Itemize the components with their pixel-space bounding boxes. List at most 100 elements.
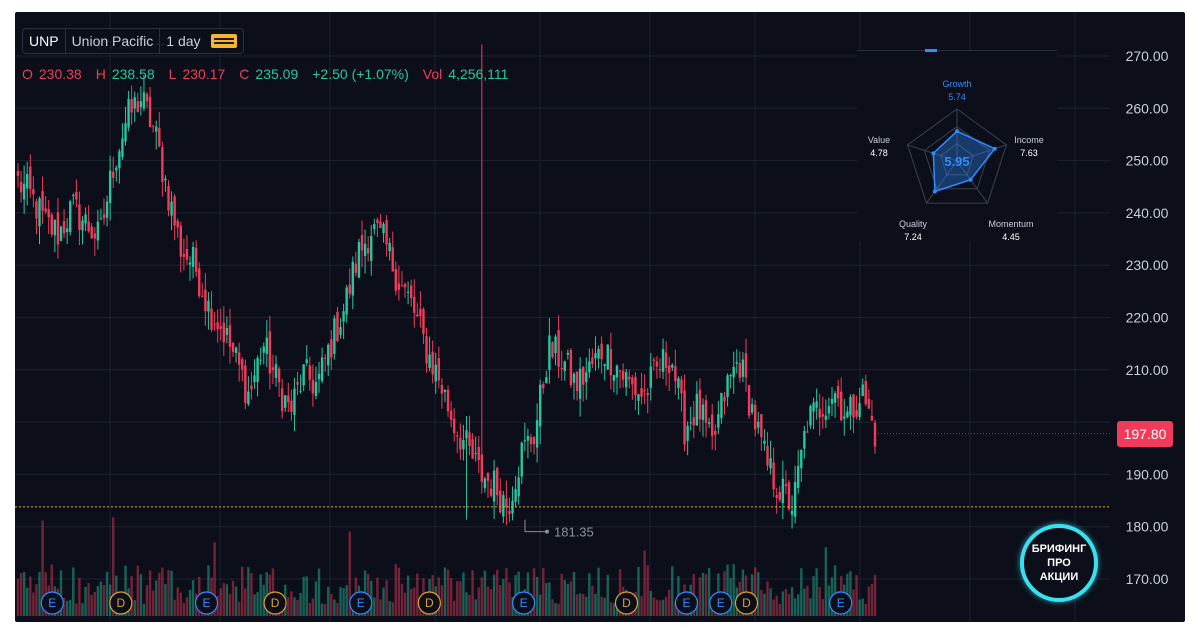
candle-body	[486, 472, 490, 481]
volume-bar	[333, 599, 336, 616]
candle-body	[526, 435, 530, 441]
candle-body	[81, 220, 84, 231]
volume-bar	[609, 602, 613, 616]
volume-bar	[305, 576, 308, 616]
candle-body	[127, 98, 130, 128]
candle-body	[772, 462, 775, 490]
candle-body	[726, 375, 729, 398]
dividend-marker	[734, 591, 759, 615]
volume-bar	[22, 572, 26, 616]
note-icon[interactable]	[210, 34, 237, 48]
low-marker-dot	[545, 529, 549, 534]
candle-body	[594, 353, 597, 359]
candle-body	[677, 378, 680, 389]
candle-body	[803, 430, 806, 449]
volume-label: Vol	[422, 66, 443, 82]
dividend-marker	[263, 591, 287, 615]
volume-bar	[508, 582, 511, 616]
candle-body	[299, 391, 302, 393]
volume-bar	[505, 568, 508, 616]
volume-value: 4,256,111	[448, 66, 509, 82]
candle-body	[366, 248, 370, 254]
candle-body	[747, 385, 751, 416]
volume-bar	[148, 570, 152, 616]
candle-body	[840, 391, 843, 421]
candle-body	[354, 263, 358, 273]
candle-body	[87, 221, 90, 232]
volume-bar	[606, 574, 609, 616]
low-annotation-label: 181.35	[554, 525, 594, 540]
volume-bar	[557, 603, 560, 616]
earnings-marker	[709, 591, 733, 615]
candle-body	[176, 220, 179, 228]
volume-bar	[130, 576, 133, 616]
candle-body	[136, 101, 139, 112]
last-price-tag: 197.80	[1117, 421, 1173, 447]
y-tick-label: 180.00	[1126, 519, 1169, 535]
volume-bar	[664, 596, 668, 616]
candle-body	[483, 478, 487, 489]
candle-body	[373, 223, 376, 230]
factor-radar-chart: 5.95 Growth 5.74 Income 7.63 Momentum 4.45 Qual…	[868, 79, 1044, 242]
candle-body	[652, 359, 656, 361]
candle-body	[600, 343, 603, 360]
candle-body	[621, 370, 625, 380]
badge-line-1: БРИФИНГ	[1031, 543, 1087, 555]
candle-body	[440, 384, 444, 394]
volume-bar	[603, 597, 606, 616]
candle-body	[502, 495, 505, 517]
volume-bar	[314, 581, 318, 616]
volume-bar	[806, 585, 809, 616]
candle-body	[643, 389, 646, 391]
radar-grid-ring	[923, 126, 991, 190]
candle-body	[155, 126, 158, 132]
candle-body	[692, 417, 695, 426]
volume-bar	[698, 577, 702, 616]
volume-bar	[93, 591, 96, 616]
candle-body	[164, 178, 167, 181]
volume-bar	[704, 574, 708, 616]
candle-body	[290, 400, 293, 412]
earnings-marker-label: E	[203, 596, 211, 610]
candle-body	[84, 214, 87, 224]
volume-bar	[167, 570, 170, 616]
volume-bar	[124, 565, 127, 616]
high-value: 238.58	[111, 66, 155, 82]
candlestick-chart[interactable]: 270.00 260.00 250.00 240.00 230.00 220.00 210.…	[15, 12, 1185, 622]
dividend-marker	[614, 591, 639, 615]
volume-bar	[459, 581, 462, 616]
candle-body	[179, 225, 182, 257]
volume-bar	[858, 599, 861, 616]
candle-body	[434, 364, 437, 382]
volume-bar	[145, 585, 149, 616]
volume-bar	[778, 603, 781, 616]
candle-body	[538, 384, 542, 427]
volume-bar	[293, 597, 296, 616]
volume-bar	[873, 574, 877, 616]
symbol-ticker[interactable]: UNP	[29, 33, 59, 49]
candle-body	[151, 125, 155, 127]
volume-bar	[655, 599, 659, 616]
candle-body	[456, 435, 459, 437]
candle-body	[517, 477, 520, 497]
candle-body	[247, 391, 250, 405]
candle-body	[16, 170, 20, 176]
badge-line-2: ПРО	[1047, 557, 1071, 569]
candle-body	[234, 347, 238, 354]
volume-bar	[81, 603, 84, 616]
volume-bar	[443, 567, 447, 616]
candle-body	[228, 325, 232, 347]
candle-body	[357, 241, 361, 278]
briefing-badge[interactable]: БРИФИНГ ПРО АКЦИИ	[1020, 524, 1098, 602]
candle-body	[108, 170, 112, 204]
interval-label[interactable]: 1 day	[159, 29, 206, 53]
candle-body	[446, 389, 450, 412]
symbol-box[interactable]: UNP Union Pacific 1 day	[22, 28, 244, 54]
candle-body	[606, 344, 609, 370]
candle-body	[327, 344, 330, 366]
candle-body	[615, 365, 619, 378]
candle-body	[861, 384, 864, 397]
candle-body	[646, 392, 649, 396]
candle-body	[90, 226, 93, 239]
volume-bar	[41, 520, 44, 616]
